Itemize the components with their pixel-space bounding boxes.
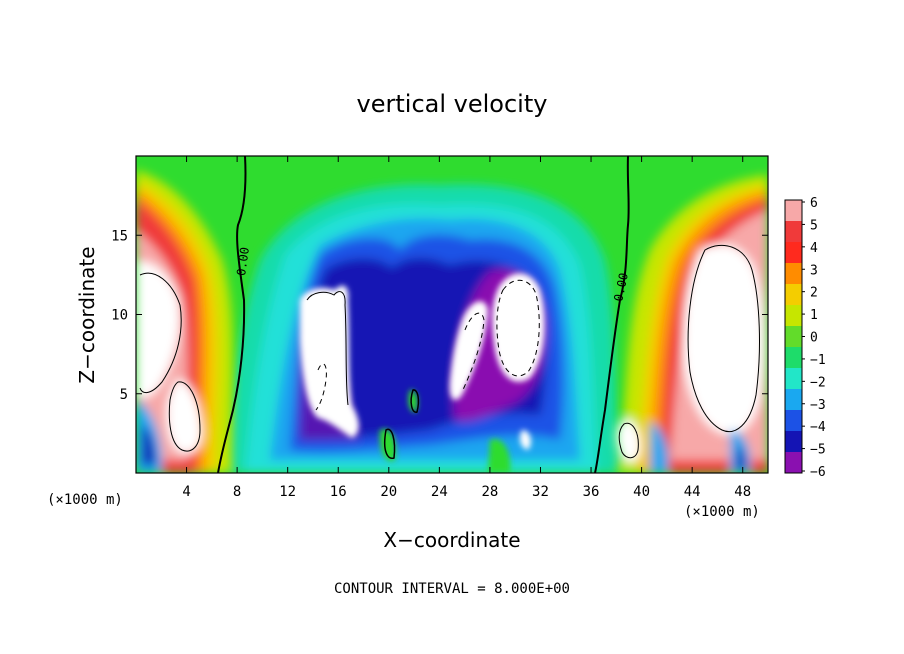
colorbar: 6 5 4 3 2 1 0 −1 −2 −3 −4 −5 −6 [784,196,826,480]
colorbar-swatch [785,347,802,369]
y-tick-label: 10 [111,308,128,324]
field-left-updraft [136,170,233,473]
x-tick-label: 24 [431,484,448,500]
colorbar-swatch [785,368,802,390]
plot-area: 0.00 0.00 [136,156,768,473]
x-tick-label: 16 [330,484,347,500]
field-right-updraft [616,175,768,473]
colorbar-label: 3 [810,263,818,278]
contour-label-left: 0.00 [234,246,252,277]
y-axis-title: Z−coordinate [75,246,99,383]
x-axis: 4 8 12 16 20 24 28 32 36 40 44 48 [182,156,751,500]
x-unit-label-right: (×1000 m) [684,504,760,520]
colorbar-swatch [785,431,802,453]
colorbar-label: 6 [810,196,818,211]
x-tick-label: 44 [684,484,701,500]
colorbar-swatch [785,452,802,474]
x-unit-label-left: (×1000 m) [47,492,123,508]
field-downdraft-cores [300,273,545,438]
x-tick-label: 40 [633,484,650,500]
colorbar-swatch [785,200,802,222]
chart-title: vertical velocity [357,90,548,118]
x-tick-label: 4 [182,484,190,500]
x-tick-label: 12 [279,484,296,500]
colorbar-swatch [785,389,802,411]
colorbar-label: −3 [810,398,826,413]
y-axis: 5 10 15 [111,228,768,403]
colorbar-swatch [785,221,802,243]
colorbar-label: −5 [810,443,826,458]
colorbar-label: −2 [810,375,826,390]
x-tick-label: 20 [380,484,397,500]
colorbar-label: 2 [810,286,818,301]
x-tick-label: 48 [734,484,751,500]
y-tick-label: 5 [120,387,128,403]
colorbar-swatch [785,410,802,432]
colorbar-label: −4 [810,420,826,435]
x-tick-label: 8 [233,484,241,500]
colorbar-label: −1 [810,353,826,368]
interval-contours [139,244,760,459]
x-tick-label: 36 [583,484,600,500]
x-tick-label: 28 [481,484,498,500]
x-axis-title: X−coordinate [383,528,520,552]
colorbar-swatch [785,263,802,285]
colorbar-swatch [785,305,802,327]
colorbar-swatch [785,242,802,264]
colorbar-swatch [785,326,802,348]
colorbar-label: 5 [810,218,818,233]
x-tick-label: 32 [532,484,549,500]
contour-label-right: 0.00 [611,272,631,303]
colorbar-label: 4 [810,241,818,256]
colorbar-label: 0 [810,331,818,346]
field-small-patches [379,389,531,473]
y-tick-label: 15 [111,228,128,244]
contour-interval-note: CONTOUR INTERVAL = 8.000E+00 [334,581,570,597]
colorbar-label: −6 [810,465,826,480]
colorbar-label: 1 [810,308,818,323]
zero-contours [217,156,630,473]
colorbar-swatch [785,284,802,306]
